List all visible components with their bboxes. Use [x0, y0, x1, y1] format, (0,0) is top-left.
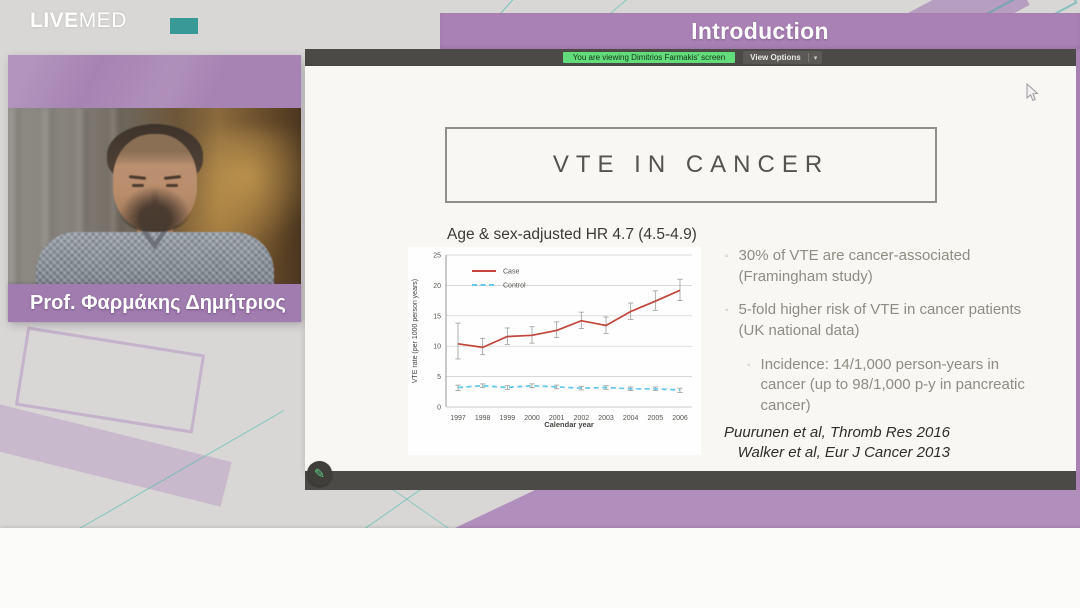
svg-text:VTE rate (per 1000 person year: VTE rate (per 1000 person years) — [412, 279, 419, 383]
screenshare-bottom-bar — [305, 471, 1080, 490]
person-eyebrow — [163, 175, 181, 180]
speaker-video-feed — [8, 108, 301, 284]
section-title: Introduction — [691, 17, 829, 44]
person-eye — [165, 184, 178, 187]
person-eye — [131, 184, 144, 187]
svg-text:10: 10 — [433, 344, 441, 351]
presentation-slide: VTE IN CANCER Age & sex-adjusted HR 4.7 … — [305, 66, 1076, 471]
annotate-pencil-button[interactable]: ✎ — [307, 461, 332, 486]
person-shirt — [35, 232, 274, 284]
svg-text:2000: 2000 — [524, 415, 540, 422]
screenshare-toolbar: You are viewing Dimitrios Farmakis' scre… — [305, 49, 1080, 66]
slide-citations: Puurunen et al, Thromb Res 2016 Walker e… — [710, 423, 950, 462]
svg-text:Control: Control — [503, 283, 526, 290]
logo-live: LIVE — [30, 9, 79, 32]
speaker-person — [8, 108, 301, 284]
svg-text:1997: 1997 — [450, 415, 466, 422]
slide-title-box: VTE IN CANCER — [445, 127, 937, 203]
svg-text:2002: 2002 — [574, 415, 590, 422]
svg-text:0: 0 — [437, 405, 441, 412]
person-eyebrow — [128, 175, 146, 180]
svg-text:1998: 1998 — [475, 415, 491, 422]
deco-shape — [0, 399, 232, 507]
bullet-item: ◦ 5-fold higher risk of VTE in cancer pa… — [725, 300, 1045, 341]
slide-bullets: ◦ 30% of VTE are cancer-associated (Fram… — [725, 246, 1045, 417]
person-beard — [118, 186, 191, 232]
mouse-cursor-icon — [1026, 83, 1039, 102]
bullet-subitem: ◦ Incidence: 14/1,000 person-years in ca… — [747, 355, 1045, 417]
bullet-text: 30% of VTE are cancer-associated (Framin… — [738, 247, 971, 285]
bullet-marker: ◦ — [725, 251, 729, 262]
svg-text:2004: 2004 — [623, 415, 639, 422]
bullet-marker: ◦ — [725, 305, 729, 317]
view-options-button[interactable]: View Options ▾ — [743, 51, 823, 64]
livemed-logo: LIVEMED — [30, 9, 127, 33]
vte-rate-chart: 0 5 10 15 20 25 1997 1998 1999 2000 2001 2002 2003 20… — [408, 247, 701, 455]
speaker-video-panel: Prof. Φαρμάκης Δημήτριος — [8, 55, 301, 322]
event-banner: WEBINAR The CROSSROADS of ACTIVE CANCER … — [0, 528, 1080, 608]
chevron-down-icon[interactable]: ▾ — [813, 54, 818, 62]
slide-title: VTE IN CANCER — [552, 151, 830, 178]
deco-line — [75, 410, 285, 531]
svg-text:2006: 2006 — [672, 415, 688, 422]
bullet-marker: ◦ — [747, 359, 751, 371]
speaker-nameplate: Prof. Φαρμάκης Δημήτριος — [8, 284, 301, 322]
purple-edge-strip — [1076, 49, 1080, 490]
citation-line: Walker et al, Eur J Cancer 2013 — [737, 443, 950, 461]
svg-text:25: 25 — [433, 253, 441, 260]
svg-text:Case: Case — [503, 269, 519, 276]
svg-text:2001: 2001 — [549, 415, 565, 422]
person-head — [112, 134, 197, 232]
view-options-label: View Options — [750, 53, 801, 62]
svg-text:20: 20 — [433, 283, 441, 290]
svg-text:2005: 2005 — [648, 415, 664, 422]
svg-text:1999: 1999 — [500, 415, 516, 422]
section-header: Introduction — [440, 13, 1080, 49]
divider — [807, 53, 809, 62]
chart-heading: Age & sex-adjusted HR 4.7 (4.5-4.9) — [447, 226, 697, 243]
svg-text:5: 5 — [437, 374, 441, 381]
deco-shape — [14, 326, 206, 434]
svg-text:2003: 2003 — [598, 415, 614, 422]
deco-line — [170, 18, 198, 34]
bullet-text: Incidence: 14/1,000 person-years in canc… — [760, 355, 1025, 415]
svg-text:15: 15 — [433, 313, 441, 320]
citation-line: Puurunen et al, Thromb Res 2016 — [724, 424, 950, 441]
viewing-notice-badge: You are viewing Dimitrios Farmakis' scre… — [562, 52, 736, 63]
panel-sheen — [8, 55, 301, 108]
bullet-item: ◦ 30% of VTE are cancer-associated (Fram… — [725, 246, 1045, 287]
pencil-icon: ✎ — [314, 466, 325, 481]
logo-med: MED — [78, 9, 127, 32]
chart-canvas: 0 5 10 15 20 25 1997 1998 1999 2000 2001 2002 2003 20… — [412, 253, 692, 429]
svg-text:Calendar year: Calendar year — [544, 420, 594, 429]
bullet-text: 5-fold higher risk of VTE in cancer pati… — [738, 301, 1022, 340]
purple-band — [455, 490, 1080, 528]
speaker-name: Prof. Φαρμάκης Δημήτριος — [30, 291, 286, 314]
